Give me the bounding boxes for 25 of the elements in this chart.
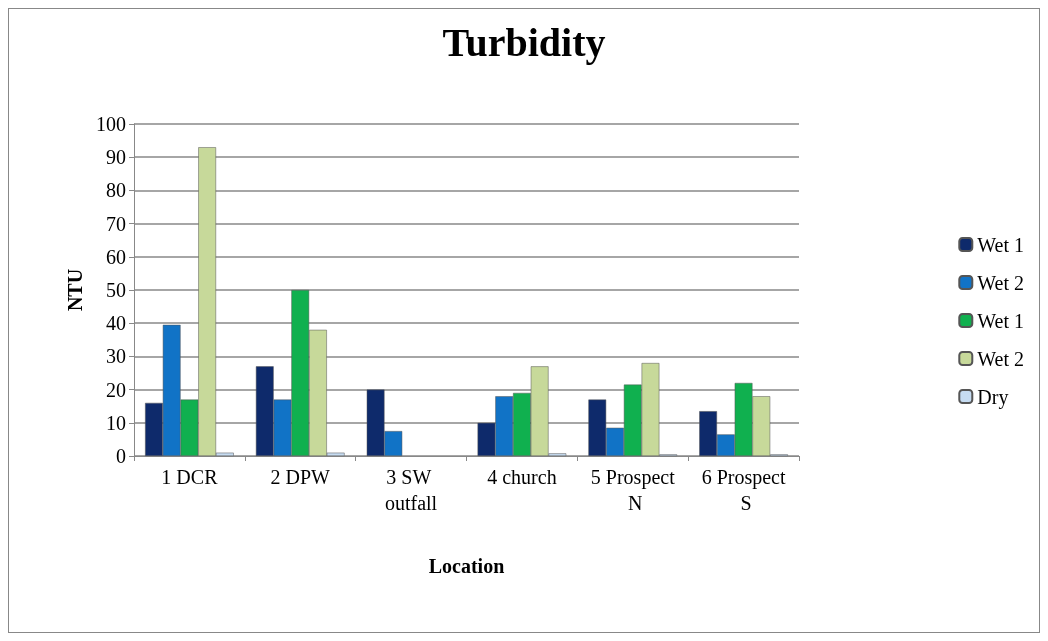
legend-label: Dry	[977, 385, 1009, 409]
y-tick-label: 0	[116, 445, 126, 467]
legend-label: Wet 1	[977, 309, 1025, 332]
y-tick-label: 80	[106, 179, 126, 202]
x-tick-label: 1 DCR	[161, 466, 219, 488]
x-tick-label: 3 SW outfall	[384, 466, 438, 514]
y-tick-label: 10	[106, 411, 126, 434]
x-tick-label: 2 DPW	[270, 466, 331, 488]
x-tick-label: 6 Prospect S	[701, 466, 786, 514]
legend-label: Wet 2	[977, 271, 1025, 294]
y-tick-label: 100	[96, 113, 126, 135]
legend-label: Wet 1	[977, 233, 1025, 256]
y-tick-label: 90	[106, 146, 126, 169]
y-tick-label: 70	[106, 212, 126, 235]
y-tick-label: 30	[106, 345, 126, 368]
legend-label: Wet 2	[977, 347, 1025, 370]
x-tick-label: 5 Prospect N	[590, 466, 676, 514]
chart-title: Turbidity	[442, 19, 606, 65]
y-axis-title: NTU	[64, 268, 87, 312]
y-tick-label: 20	[106, 378, 126, 401]
y-tick-label: 40	[106, 312, 126, 335]
y-tick-label: 50	[106, 279, 126, 301]
x-axis-title: Location	[428, 555, 505, 577]
y-tick-label: 60	[106, 245, 126, 268]
x-tick-label: 4 church	[487, 466, 557, 488]
